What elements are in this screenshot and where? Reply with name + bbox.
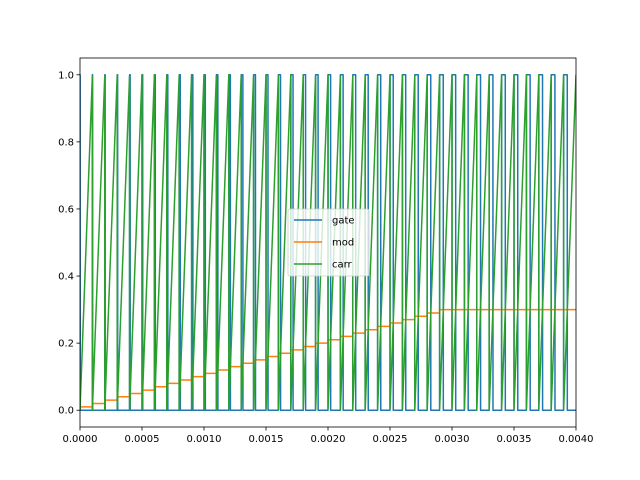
y-axis: 0.0 0.2 0.4 0.6 0.8 1.0 [58,70,80,417]
series-line-gate [80,74,576,411]
series-line-carr [80,74,576,411]
y-tick-label: 0.8 [58,137,74,148]
series-layer [80,74,576,411]
legend-label-mod: mod [332,238,354,249]
y-tick-label: 0.2 [58,339,74,350]
x-tick-label: 0.0040 [559,434,594,445]
x-tick-label: 0.0015 [249,434,284,445]
y-tick-label: 0.4 [58,272,74,283]
x-tick-label: 0.0005 [125,434,160,445]
legend-label-gate: gate [332,216,355,227]
y-tick-label: 0.6 [58,204,74,215]
x-axis: 0.0000 0.0005 0.0010 0.0015 0.0020 0.0025 0.00… [63,427,594,445]
legend: gate mod carr [287,208,370,277]
x-tick-label: 0.0000 [63,434,98,445]
legend-box [287,208,370,277]
legend-label-carr: carr [332,260,353,271]
x-tick-label: 0.0010 [187,434,222,445]
x-tick-label: 0.0025 [373,434,408,445]
y-tick-label: 1.0 [58,70,74,81]
y-tick-label: 0.0 [58,406,74,417]
x-tick-label: 0.0035 [497,434,532,445]
x-tick-label: 0.0020 [311,434,346,445]
x-tick-label: 0.0030 [435,434,470,445]
